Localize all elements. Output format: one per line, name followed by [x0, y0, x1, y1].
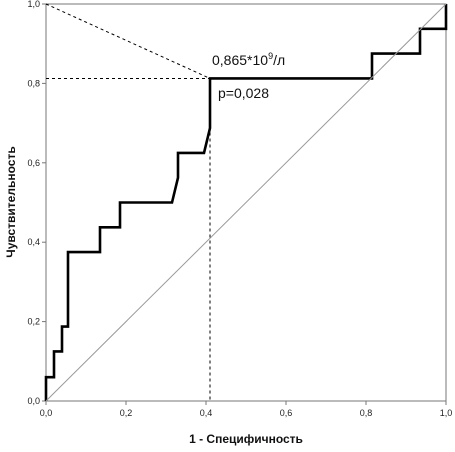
roc-curve-line [44, 4, 448, 401]
y-tick-label: 0,4 [27, 237, 40, 247]
chart-lines [44, 3, 448, 402]
y-tick-label: 0,6 [27, 158, 40, 168]
y-tick-label: 0,0 [27, 396, 40, 406]
p-value-label: p=0,028 [218, 85, 269, 101]
threshold-value: 0,865*10 [212, 52, 268, 68]
x-tick-label: 0,0 [40, 408, 53, 418]
axis-ticks: 0,0 0,2 0,4 0,6 0,8 1,0 0,0 0,2 0,4 0,6 0,8 1,0 [27, 0, 452, 418]
x-tick-label: 0,4 [200, 408, 213, 418]
y-axis-title: Чувствительность [4, 146, 18, 257]
x-tick-label: 1,0 [440, 408, 453, 418]
x-axis-title: 1 - Специфичность [189, 432, 303, 446]
y-tick-label: 1,0 [27, 0, 40, 9]
threshold-annotation: 0,865*109/л [212, 51, 285, 68]
reference-diagonal-line [45, 3, 447, 402]
threshold-unit: /л [273, 52, 285, 68]
x-tick-label: 0,6 [280, 408, 293, 418]
threshold-exponent: 9 [268, 51, 273, 61]
x-tick-label: 0,2 [120, 408, 133, 418]
y-tick-label: 0,8 [27, 78, 40, 88]
y-tick-label: 0,2 [27, 317, 40, 327]
x-tick-label: 0,8 [360, 408, 373, 418]
cutoff-corner-guide [45, 3, 211, 79]
